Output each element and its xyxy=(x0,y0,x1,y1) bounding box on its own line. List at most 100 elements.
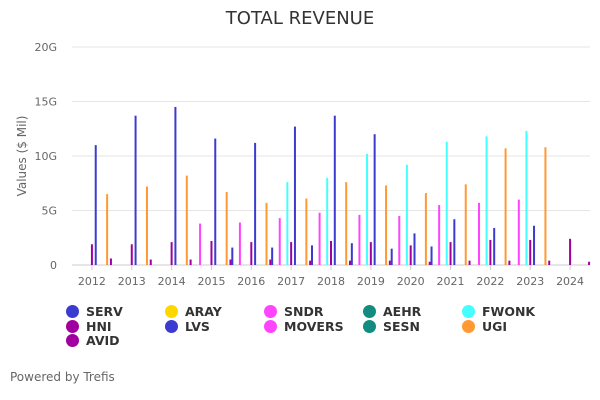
bar-avid-2014 xyxy=(189,259,192,265)
legend-label: MOVERS xyxy=(284,318,344,334)
y-tick-label: 0 xyxy=(50,259,57,272)
y-axis-label: Values ($ Mil) xyxy=(15,116,29,197)
bar-lvs-2022 xyxy=(493,227,496,265)
bar-ugi-2013 xyxy=(145,186,148,265)
bar-avid-2022 xyxy=(508,260,511,265)
bar-fwonk-2020 xyxy=(405,164,408,265)
bar-sndr-2015 xyxy=(199,223,202,265)
x-tick-label: 2015 xyxy=(197,275,225,288)
bar-hni-2013 xyxy=(130,244,133,265)
bar-sndr-2019 xyxy=(358,214,361,265)
legend-label: ARAY xyxy=(185,304,222,319)
bar-sndr-2020 xyxy=(398,215,401,265)
bar-sndr-2016 xyxy=(238,222,241,265)
bar-serv-2020 xyxy=(390,248,393,265)
legend-item-movers[interactable]: MOVERS xyxy=(264,319,344,334)
legend-marker-icon xyxy=(363,319,376,333)
bar-ugi-2014 xyxy=(185,175,188,265)
legend-item-ugi[interactable]: UGI xyxy=(462,319,507,334)
bar-lvs-2015 xyxy=(214,138,217,265)
legend-marker-icon xyxy=(363,305,376,318)
bar-hni-2014 xyxy=(170,242,173,265)
legend-item-serv[interactable]: SERV xyxy=(66,304,123,319)
y-tick-label: 15G xyxy=(34,96,57,109)
legend-marker-icon xyxy=(264,305,277,318)
x-tick-label: 2013 xyxy=(118,275,146,288)
bar-avid-2024 xyxy=(588,261,591,265)
bar-ugi-2012 xyxy=(106,194,109,265)
legend-item-avid[interactable]: AVID xyxy=(66,333,120,348)
y-tick-label: 20G xyxy=(34,41,57,54)
bar-ugi-2022 xyxy=(504,148,507,265)
legend-marker-icon xyxy=(165,319,178,333)
legend-label: SERV xyxy=(86,304,123,319)
bar-ugi-2023 xyxy=(544,147,547,265)
bar-sndr-2023 xyxy=(517,199,520,265)
bar-avid-2019 xyxy=(388,260,391,265)
x-tick-label: 2012 xyxy=(78,275,106,288)
legend-item-hni[interactable]: HNI xyxy=(66,319,112,334)
bar-fwonk-2018 xyxy=(326,177,329,265)
x-tick-label: 2018 xyxy=(317,275,345,288)
legend-label: AEHR xyxy=(383,304,422,319)
bar-serv-2021 xyxy=(430,246,433,265)
legend-label: HNI xyxy=(86,318,112,334)
bar-hni-2017 xyxy=(290,242,293,265)
bar-avid-2013 xyxy=(149,259,152,265)
bar-ugi-2016 xyxy=(265,202,268,265)
bar-sndr-2022 xyxy=(477,202,480,265)
legend-item-sndr[interactable]: SNDR xyxy=(264,304,323,319)
bar-lvs-2020 xyxy=(413,233,416,265)
bar-serv-2019 xyxy=(350,243,353,265)
bar-hni-2015 xyxy=(210,241,213,265)
bar-avid-2017 xyxy=(309,260,312,265)
bar-avid-2016 xyxy=(269,259,272,265)
bar-hni-2012 xyxy=(90,244,93,265)
bar-lvs-2013 xyxy=(134,115,137,265)
bar-fwonk-2022 xyxy=(485,136,488,265)
bar-hni-2024 xyxy=(569,238,572,265)
bar-ugi-2015 xyxy=(225,191,228,265)
bar-hni-2021 xyxy=(449,242,452,265)
bar-lvs-2017 xyxy=(293,126,296,265)
bar-ugi-2017 xyxy=(305,198,308,265)
bar-lvs-2016 xyxy=(254,142,257,265)
legend-item-sesn[interactable]: SESN xyxy=(363,319,420,334)
bar-lvs-2018 xyxy=(333,115,336,265)
legend-label: LVS xyxy=(185,318,210,334)
x-tick-label: 2024 xyxy=(556,275,584,288)
x-tick-label: 2020 xyxy=(397,275,425,288)
x-tick-label: 2023 xyxy=(516,275,544,288)
bar-fwonk-2023 xyxy=(525,130,528,265)
legend-item-lvs[interactable]: LVS xyxy=(165,319,210,334)
legend-marker-icon xyxy=(66,334,79,347)
legend-marker-icon xyxy=(66,319,79,333)
bar-sndr-2018 xyxy=(318,212,321,265)
bar-avid-2018 xyxy=(349,260,351,265)
bar-hni-2023 xyxy=(529,239,532,265)
bar-hni-2020 xyxy=(409,245,412,265)
x-tick-label: 2021 xyxy=(437,275,465,288)
bar-sndr-2021 xyxy=(438,205,441,265)
bar-hni-2022 xyxy=(489,239,492,265)
bar-ugi-2019 xyxy=(385,185,388,265)
bar-serv-2018 xyxy=(311,245,313,265)
x-tick-label: 2016 xyxy=(237,275,265,288)
legend-item-aray[interactable]: ARAY xyxy=(165,304,222,319)
bar-hni-2019 xyxy=(369,242,372,265)
chart-title: TOTAL REVENUE xyxy=(225,8,374,29)
legend-item-fwonk[interactable]: FWONK xyxy=(462,304,535,319)
bar-ugi-2021 xyxy=(464,184,467,265)
bar-lvs-2023 xyxy=(533,225,536,265)
legend-item-aehr[interactable]: AEHR xyxy=(363,304,421,319)
bar-sndr-2017 xyxy=(278,218,281,265)
bar-avid-2012 xyxy=(109,258,112,265)
powered-by-footer: Powered by Trefis xyxy=(10,370,115,384)
bar-fwonk-2017 xyxy=(286,182,289,265)
bar-serv-2016 xyxy=(231,247,234,265)
legend-marker-icon xyxy=(462,305,475,318)
legend-marker-icon xyxy=(264,319,277,333)
bar-lvs-2012 xyxy=(94,145,97,265)
bar-lvs-2014 xyxy=(174,106,177,265)
